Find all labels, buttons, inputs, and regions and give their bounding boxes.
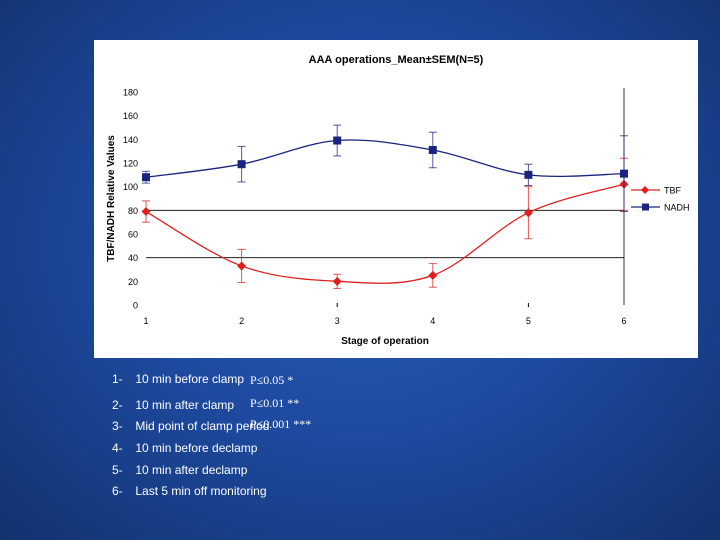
x-tick-label: 2 [239, 316, 244, 326]
x-axis-label: Stage of operation [341, 336, 429, 347]
y-tick-label: 140 [123, 135, 138, 145]
legend-label-nadh: NADH [664, 203, 690, 213]
stage-number: 4- [112, 441, 123, 455]
y-tick-label: 120 [123, 159, 138, 169]
data-point-nadh [237, 160, 246, 169]
stage-item-2: 2- 10 min after clamp [112, 398, 234, 412]
x-tick-label: 1 [143, 316, 148, 326]
data-point-nadh [333, 136, 342, 145]
legend-marker [642, 203, 649, 211]
y-tick-label: 0 [133, 301, 138, 311]
line-chart: AAA operations_Mean±SEM(N=5) TBF/NADH Rel… [106, 54, 690, 347]
significance-p001: P≤0.001 *** [250, 417, 312, 431]
x-tick-label: 5 [526, 316, 531, 326]
y-tick-label: 20 [128, 277, 138, 287]
data-point-nadh [524, 170, 533, 179]
x-tick-label: 6 [621, 316, 626, 326]
data-point-nadh [142, 173, 150, 182]
stage-label: 10 min after declamp [135, 463, 248, 477]
stage-label: 10 min after clamp [135, 398, 235, 412]
significance-p05: P≤0.05 * [250, 373, 294, 387]
stage-label: Mid point of clamp period [135, 419, 270, 433]
y-tick-label: 80 [128, 206, 138, 216]
y-tick-label: 40 [128, 253, 138, 263]
stage-label: Last 5 min off monitoring [135, 484, 267, 498]
data-point-tbf [237, 261, 247, 271]
chart-title: AAA operations_Mean±SEM(N=5) [309, 54, 484, 66]
data-point-tbf [332, 276, 342, 286]
chart-panel: AAA operations_Mean±SEM(N=5) TBF/NADH Rel… [94, 40, 698, 358]
stage-item-6: 6- Last 5 min off monitoring [112, 484, 267, 498]
legend-marker [641, 186, 649, 194]
y-tick-label: 60 [128, 230, 138, 240]
legend-label-tbf: TBF [664, 186, 682, 196]
stage-number: 6- [112, 484, 123, 498]
y-tick-label: 180 [123, 88, 138, 98]
data-point-tbf [428, 270, 438, 280]
x-tick-label: 4 [430, 316, 435, 326]
y-axis-label: TBF/NADH Relative Values [106, 135, 117, 262]
data-point-tbf [523, 208, 533, 218]
stage-item-5: 5- 10 min after declamp [112, 463, 247, 477]
stage-number: 3- [112, 419, 123, 433]
data-point-nadh [620, 169, 628, 178]
stage-item-3: 3- Mid point of clamp period [112, 419, 269, 433]
stage-number: 1- [112, 372, 123, 386]
series-line-tbf [145, 183, 625, 284]
series-line-nadh [145, 139, 625, 178]
stage-item-4: 4- 10 min before declamp [112, 441, 257, 455]
x-tick-label: 3 [335, 316, 340, 326]
data-point-tbf [141, 207, 151, 217]
stage-label: 10 min before clamp [135, 372, 245, 386]
y-tick-label: 100 [123, 182, 138, 192]
stage-label: 10 min before declamp [135, 441, 258, 455]
data-point-nadh [428, 145, 437, 154]
stage-number: 5- [112, 463, 123, 477]
stage-item-1: 1- 10 min before clamp [112, 372, 244, 386]
y-tick-label: 160 [123, 111, 138, 121]
stage-number: 2- [112, 398, 123, 412]
significance-p01: P≤0.01 ** [250, 396, 300, 410]
